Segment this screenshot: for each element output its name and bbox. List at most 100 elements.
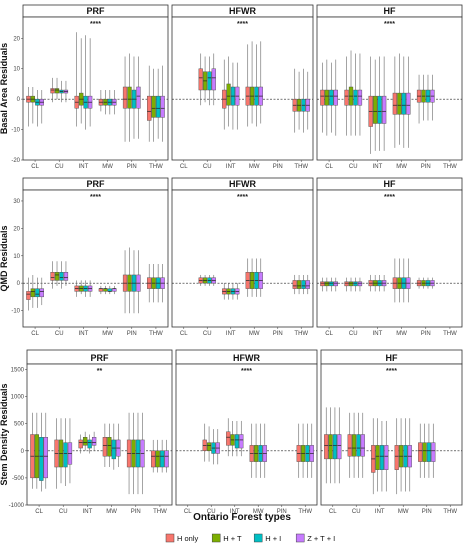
y-tick-label: 10 [13, 254, 20, 260]
x-tick-label: CL [329, 509, 337, 515]
box-body [164, 450, 169, 468]
box-body [397, 92, 402, 115]
x-tick-label: PIN [127, 331, 137, 337]
panel-hfwr: HFWR **** CL CU INT MW PIN THW [171, 177, 314, 337]
x-tick-label: PIN [421, 331, 431, 337]
box-mw-series-2 [103, 90, 108, 115]
box-thw-series-2 [297, 71, 302, 130]
box-int-series-1 [74, 280, 79, 297]
box-cu-series-1 [347, 412, 352, 478]
x-tick-label: THW [149, 164, 163, 170]
box-body [384, 445, 389, 470]
box-thw-series-2 [151, 263, 156, 303]
box-body [107, 437, 112, 457]
panel-prf: PRF **** CL CU INT MW PIN THW [22, 4, 169, 170]
box-body [226, 431, 231, 446]
box-cu-series-4 [63, 80, 69, 103]
x-tick-label: CU [349, 331, 358, 337]
y-tick-label: -20 [11, 158, 20, 164]
box-thw-series-4 [160, 263, 165, 303]
box-thw-series-3 [160, 439, 165, 473]
box-cu-series-4 [215, 429, 220, 465]
box-cu-series-2 [203, 56, 208, 103]
x-tick-label: THW [443, 331, 457, 337]
panel-prf: PRF ** CL CU INT MW PIN THW [26, 349, 173, 515]
box-int-series-3 [230, 283, 235, 300]
box-int-series-4 [91, 431, 97, 451]
panel-hfwr: HFWR **** CL CU INT MW PIN THW [171, 4, 314, 170]
box-int-series-4 [381, 274, 387, 292]
box-mw-series-1 [102, 423, 108, 468]
legend-swatch [295, 533, 305, 543]
box-pin-series-4 [136, 56, 141, 139]
x-tick-label: INT [230, 509, 240, 515]
x-tick-label: INT [373, 164, 383, 170]
y-tick-label: 0 [17, 97, 21, 103]
significance-label: **** [237, 194, 248, 201]
x-tick-label: INT [79, 331, 89, 337]
box-pin-series-3 [426, 423, 431, 478]
box-body [234, 434, 239, 449]
box-pin-series-3 [425, 74, 431, 121]
box-cu-series-3 [59, 261, 64, 289]
box-cu-series-4 [357, 277, 363, 292]
x-tick-label: MW [396, 164, 407, 170]
legend-item-4: Z + T + I [295, 533, 335, 543]
box-cu-series-3 [356, 412, 361, 478]
box-cu-series-2 [352, 412, 357, 478]
box-body [379, 445, 384, 470]
box-thw-series-3 [305, 423, 310, 478]
box-mw-series-3 [107, 90, 112, 115]
y-tick-label: 0 [21, 449, 25, 455]
legend: H only H + T H + I Z + T + I [165, 533, 335, 543]
legend-swatch [165, 533, 175, 543]
panel-frame [316, 189, 463, 328]
box-mw-series-3 [401, 56, 406, 148]
panel-frame [26, 363, 173, 506]
box-mw-series-4 [262, 423, 267, 478]
x-tick-label: CL [325, 331, 333, 337]
x-tick-label: MW [253, 509, 264, 515]
box-cu-series-3 [211, 429, 216, 465]
x-tick-label: CL [31, 164, 39, 170]
x-tick-label: PIN [422, 509, 432, 515]
panel-hfwr: HFWR **** CL CU INT MW PIN THW [175, 349, 318, 515]
box-mw-series-2 [250, 258, 255, 297]
box-body [401, 92, 406, 115]
box-cu-series-4 [360, 412, 365, 478]
x-tick-label: CL [31, 331, 39, 337]
box-int-series-3 [377, 56, 382, 151]
box-int-series-2 [230, 420, 235, 457]
box-cl-series-3 [35, 277, 40, 308]
box-int-series-2 [226, 56, 231, 127]
box-thw-series-4 [305, 71, 310, 130]
box-cu-series-1 [198, 274, 203, 286]
box-body [87, 439, 92, 449]
box-body [102, 437, 108, 457]
box-cl-series-3 [332, 407, 337, 484]
box-body [59, 272, 64, 281]
box-body [381, 95, 387, 124]
legend-swatch [211, 533, 221, 543]
x-tick-label: MW [102, 331, 113, 337]
box-body [151, 95, 156, 118]
box-cu-series-1 [198, 53, 203, 106]
box-cl-series-1 [26, 277, 31, 311]
box-mw-series-4 [258, 258, 263, 297]
box-int-series-1 [368, 274, 373, 292]
box-body [301, 280, 306, 289]
panel-title: HFWR [229, 179, 256, 189]
box-body [160, 95, 165, 118]
box-mw-series-2 [107, 423, 112, 468]
panel-frame [171, 16, 314, 161]
box-thw-series-4 [305, 274, 310, 295]
box-body [297, 280, 302, 289]
box-body [347, 434, 352, 457]
significance-label: **** [384, 21, 395, 28]
box-body [103, 288, 108, 292]
box-cu-series-2 [207, 426, 212, 462]
box-body [356, 434, 361, 457]
panel-title: PRF [87, 6, 106, 16]
box-thw-series-1 [151, 439, 156, 473]
x-tick-label: INT [375, 509, 385, 515]
